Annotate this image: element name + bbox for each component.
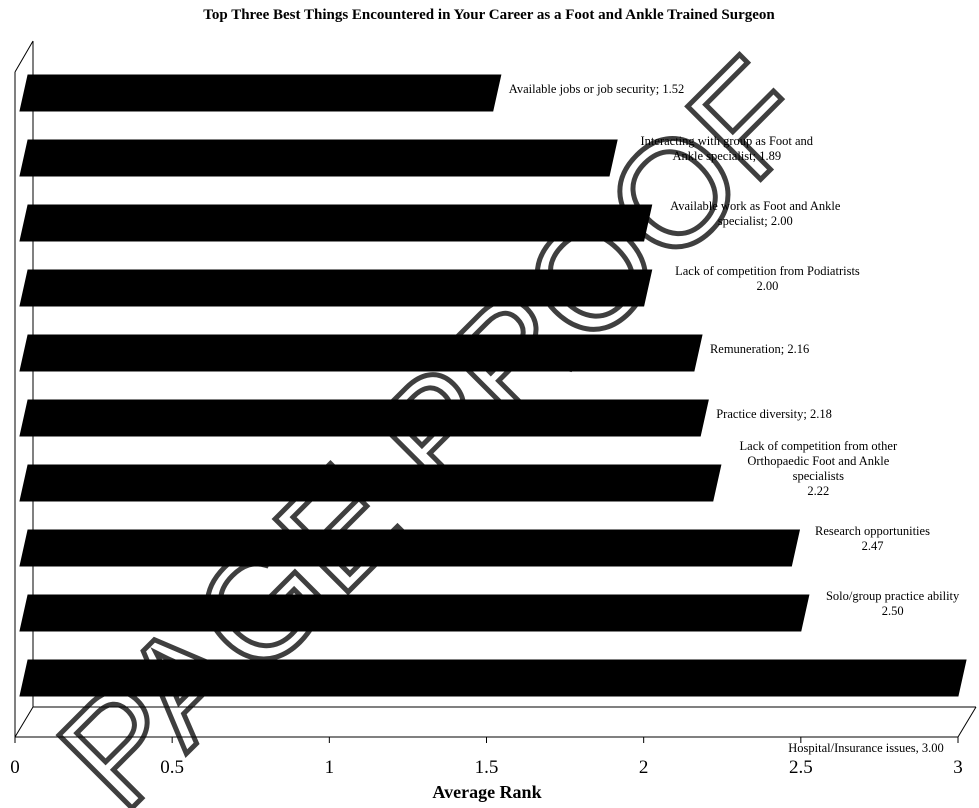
bar-data-label-line: Orthopaedic Foot and Ankle xyxy=(747,454,889,468)
bar xyxy=(19,74,502,112)
bar xyxy=(19,659,967,697)
bar-data-label: Interacting with group as Foot and Ankle … xyxy=(641,134,814,163)
bar-data-label-line: Research opportunities xyxy=(815,524,930,538)
bar-data-label-line: Interacting with group as Foot and xyxy=(641,134,814,148)
bar xyxy=(19,334,703,372)
bar-data-label-line: Hospital/Insurance issues, 3.00 xyxy=(788,741,944,755)
bar-data-label-line: 2.47 xyxy=(862,539,884,553)
bar xyxy=(19,269,653,307)
bar-data-label: Practice diversity; 2.18 xyxy=(716,407,832,421)
bar xyxy=(19,399,709,437)
bar xyxy=(19,204,653,242)
x-tick-label: 1 xyxy=(325,757,335,778)
bar-data-label-line: Solo/group practice ability xyxy=(826,589,960,603)
x-tick-label: 2 xyxy=(639,757,649,778)
bar-data-label: Available work as Foot and Ankle speciali… xyxy=(670,199,841,228)
bar-data-label-line: Remuneration; 2.16 xyxy=(710,342,809,356)
bar-data-label: Available jobs or job security; 1.52 xyxy=(509,82,684,96)
x-tick-label: 0 xyxy=(10,757,20,778)
bar xyxy=(19,139,618,177)
bars xyxy=(19,74,967,697)
x-axis-label: Average Rank xyxy=(432,782,541,802)
bar-data-label-line: Lack of competition from other xyxy=(740,439,898,453)
bar-data-label-line: 2.50 xyxy=(882,604,904,618)
bar-data-label-line: specialists xyxy=(793,469,845,483)
bar-data-label: Lack of competition from other Orthopaedi… xyxy=(740,439,898,498)
x-tick-label: 2.5 xyxy=(789,757,813,778)
bar-data-label-line: Available jobs or job security; 1.52 xyxy=(509,82,684,96)
bar-data-label-line: 2.22 xyxy=(807,484,829,498)
floor-left-edge xyxy=(14,706,34,738)
bar-data-label: Solo/group practice ability 2.50 xyxy=(826,589,960,618)
bar-data-label: Remuneration; 2.16 xyxy=(710,342,809,356)
bar xyxy=(19,464,722,502)
bar xyxy=(19,594,810,632)
bar-data-label-line: Available work as Foot and Ankle xyxy=(670,199,841,213)
x-axis-ticks: 0 0.5 1 1.5 2 2.5 3 xyxy=(10,737,963,778)
bar-data-label-line: Lack of competition from Podiatrists xyxy=(675,264,860,278)
x-tick-label: 3 xyxy=(953,757,963,778)
x-tick-label: 1.5 xyxy=(475,757,499,778)
bar-data-label-line: 2.00 xyxy=(757,279,779,293)
x-tick-label: 0.5 xyxy=(160,757,184,778)
floor-right-edge xyxy=(957,706,977,738)
bar-data-label: Research opportunities 2.47 xyxy=(815,524,930,553)
side-wall-top-edge xyxy=(14,40,34,73)
chart-title: Top Three Best Things Encountered in You… xyxy=(203,7,775,23)
bar-data-label: Lack of competition from Podiatrists 2.00 xyxy=(675,264,860,293)
bar-data-label-line: specialist; 2.00 xyxy=(718,214,793,228)
bar-data-label: Hospital/Insurance issues, 3.00 xyxy=(788,741,944,755)
data-labels: Available jobs or job security; 1.52 Inte… xyxy=(509,82,960,755)
bar-data-label-line: Ankle specialist; 1.89 xyxy=(672,149,781,163)
bar xyxy=(19,529,801,567)
bar-data-label-line: Practice diversity; 2.18 xyxy=(716,407,832,421)
